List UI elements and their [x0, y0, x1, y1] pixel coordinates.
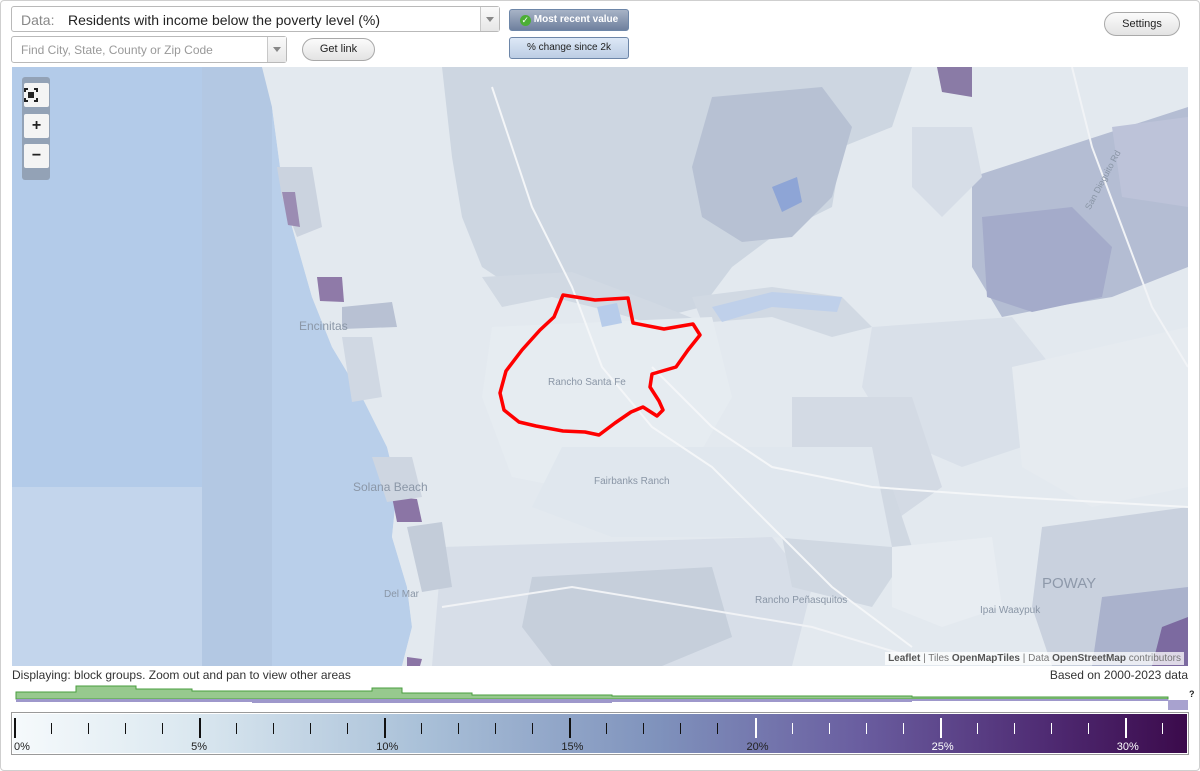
- legend-tick: [532, 723, 534, 734]
- legend-label: 20%: [746, 741, 769, 753]
- map-label-solana-beach: Solana Beach: [353, 480, 428, 494]
- legend-label: 25%: [931, 741, 954, 753]
- legend-tick: [1161, 723, 1163, 734]
- map-label-fairbanks-ranch: Fairbanks Ranch: [594, 476, 670, 487]
- legend-gradient: [13, 714, 1187, 753]
- legend-tick: [1087, 723, 1089, 734]
- mode-recent-label: Most recent value: [533, 14, 619, 25]
- legend-tick: [199, 718, 202, 738]
- data-prefix: Data: [1028, 653, 1050, 664]
- displaying-text: Displaying: block groups. Zoom out and p…: [12, 668, 351, 682]
- get-link-button[interactable]: Get link: [302, 38, 375, 61]
- legend-tick: [236, 723, 238, 734]
- color-legend: 0% 5% 10% 15% 20% 25% 30%: [11, 712, 1189, 755]
- legend-tick: [1124, 718, 1127, 738]
- legend-tick: [717, 723, 719, 734]
- zoom-control: + −: [22, 77, 50, 180]
- zoom-in-button[interactable]: +: [24, 114, 49, 138]
- legend-tick: [384, 718, 387, 738]
- contributors-text: contributors: [1128, 653, 1181, 664]
- map-label-encinitas: Encinitas: [299, 319, 348, 333]
- selected-area-outline[interactable]: [498, 293, 702, 437]
- checkmark-icon: ✓: [519, 15, 531, 26]
- legend-tick: [14, 718, 16, 738]
- legend-tick: [458, 723, 460, 734]
- map-attribution: Leaflet | Tiles OpenMapTiles | Data Open…: [885, 652, 1184, 665]
- map-label-rancho-penasquitos: Rancho Peñasquitos: [755, 595, 848, 606]
- data-select-prefix: Data:: [21, 12, 55, 28]
- legend-tick: [1050, 723, 1052, 734]
- legend-tick: [754, 718, 757, 738]
- percent-change-toggle[interactable]: % change since 2k: [509, 37, 629, 59]
- legend-label: 30%: [1116, 741, 1139, 753]
- legend-label: 0%: [14, 741, 30, 753]
- legend-tick: [125, 723, 127, 734]
- map-label-poway: POWAY: [1042, 575, 1097, 592]
- most-recent-value-toggle[interactable]: ✓ Most recent value: [509, 9, 629, 31]
- legend-label: 15%: [561, 741, 584, 753]
- data-select-value: Residents with income below the poverty …: [68, 12, 381, 28]
- fit-to-screen-button[interactable]: [24, 83, 49, 107]
- distribution-histogram: [15, 685, 1188, 710]
- settings-button[interactable]: Settings: [1104, 12, 1180, 36]
- legend-tick: [606, 723, 608, 734]
- map-label-del-mar: Del Mar: [384, 589, 420, 600]
- map-tiles: [12, 67, 1188, 666]
- legend-tick: [51, 723, 53, 734]
- legend-tick: [569, 718, 572, 738]
- legend-tick: [273, 723, 275, 734]
- legend-tick: [939, 718, 942, 738]
- map-view[interactable]: Encinitas Rancho Santa Fe Solana Beach F…: [12, 67, 1188, 666]
- legend-tick: [680, 723, 682, 734]
- legend-tick: [88, 723, 90, 734]
- legend-tick: [310, 723, 312, 734]
- legend-tick: [643, 723, 645, 734]
- legend-tick: [495, 723, 497, 734]
- legend-tick: [828, 723, 830, 734]
- tiles-prefix: Tiles: [928, 653, 950, 664]
- location-search-input[interactable]: Find City, State, County or Zip Code: [11, 36, 287, 63]
- legend-label: 10%: [376, 741, 399, 753]
- histogram-unknown-marker: ?: [1189, 689, 1195, 699]
- legend-tick: [1013, 723, 1015, 734]
- chevron-down-icon[interactable]: [480, 7, 499, 31]
- legend-tick: [902, 723, 904, 734]
- legend-tick: [976, 723, 978, 734]
- legend-tick: [791, 723, 793, 734]
- map-label-ipai-waaypuk: Ipai Waaypuk: [980, 605, 1041, 616]
- fit-to-screen-icon: [24, 88, 38, 102]
- zoom-out-button[interactable]: −: [24, 144, 49, 168]
- based-on-text: Based on 2000-2023 data: [1049, 668, 1188, 682]
- data-select[interactable]: Data: Residents with income below the po…: [11, 6, 500, 32]
- search-placeholder: Find City, State, County or Zip Code: [21, 43, 213, 57]
- map-label-rancho-santa-fe: Rancho Santa Fe: [548, 377, 626, 388]
- legend-tick: [347, 723, 349, 734]
- legend-tick: [421, 723, 423, 734]
- openstreetmap-link[interactable]: OpenStreetMap: [1052, 653, 1126, 664]
- legend-tick: [865, 723, 867, 734]
- openmaptiles-link[interactable]: OpenMapTiles: [951, 653, 1020, 664]
- chevron-down-icon[interactable]: [267, 37, 286, 62]
- legend-tick: [162, 723, 164, 734]
- leaflet-link[interactable]: Leaflet: [888, 653, 921, 664]
- legend-label: 5%: [191, 741, 208, 753]
